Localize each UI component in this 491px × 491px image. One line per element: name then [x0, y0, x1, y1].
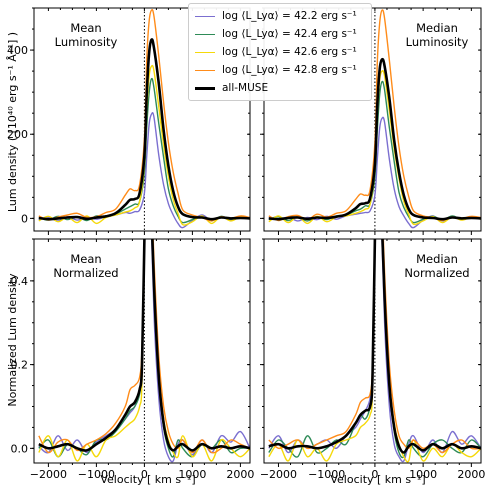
panel-annotation: Luminosity	[55, 35, 118, 49]
series-line-42.6	[38, 64, 250, 226]
legend-entry: all-MUSE	[195, 80, 268, 96]
legend-swatch	[195, 33, 215, 35]
panel-annotation: Luminosity	[406, 35, 469, 49]
panel-annotation: Median	[416, 21, 458, 35]
legend: log ⟨L_Lyα⟩ = 42.2 erg s⁻¹ log ⟨L_Lyα⟩ =…	[188, 3, 372, 101]
legend-label: log ⟨L_Lyα⟩ = 42.2 erg s⁻¹	[222, 10, 357, 22]
panel-frame	[263, 238, 482, 464]
series-line-all-MUSE	[38, 239, 250, 452]
series-line-42.6	[268, 239, 481, 463]
legend-swatch	[195, 51, 215, 53]
legend-entry: log ⟨L_Lyα⟩ = 42.8 erg s⁻¹	[195, 62, 357, 78]
legend-label: log ⟨L_Lyα⟩ = 42.4 erg s⁻¹	[222, 28, 357, 40]
x-tick-label: −2000	[30, 468, 67, 481]
panel-frame	[33, 7, 251, 232]
legend-label: log ⟨L_Lyα⟩ = 42.8 erg s⁻¹	[222, 64, 357, 76]
series-line-42.8	[38, 239, 250, 454]
panels: 0200400MeanLuminosityMedianLuminosity−20…	[7, 7, 485, 481]
series-line-all-MUSE	[268, 239, 481, 454]
y-tick-label: 0.0	[11, 442, 29, 455]
x-axis-label-right: Velocity [ km s⁻¹]	[330, 473, 425, 486]
panel-frame	[33, 238, 251, 464]
panel-annotation: Mean	[70, 21, 101, 35]
legend-swatch	[195, 69, 215, 71]
x-axis-label-left: Velocity [ km s⁻¹]	[100, 473, 195, 486]
legend-swatch	[195, 86, 215, 90]
legend-swatch	[195, 15, 215, 17]
x-tick-label: 2000	[457, 468, 485, 481]
legend-label: log ⟨L_Lyα⟩ = 42.6 erg s⁻¹	[222, 46, 357, 58]
panel: −2000 −1000 0 1000 2000 0.0 0.2 0.4 MeanNormaliz…	[11, 238, 254, 481]
x-tick-label: 1000	[409, 468, 437, 481]
plot-area	[268, 239, 481, 463]
panel-annotation: Normalized	[404, 266, 469, 280]
series-line-all-MUSE	[38, 38, 250, 221]
y-tick-label: 200	[7, 128, 28, 141]
panel-annotation: Normalized	[53, 266, 118, 280]
plot-area	[38, 239, 250, 463]
y-tick-label: 0.2	[11, 359, 29, 372]
plot-area	[268, 8, 481, 231]
plot-area	[38, 8, 250, 231]
y-tick-label: 400	[7, 44, 28, 57]
legend-entry: log ⟨L_Lyα⟩ = 42.2 erg s⁻¹	[195, 8, 357, 24]
legend-entry: log ⟨L_Lyα⟩ = 42.4 erg s⁻¹	[195, 26, 357, 42]
panel-annotation: Median	[416, 252, 458, 266]
y-axis-label-bottom: Normalized Lum density	[6, 273, 19, 407]
x-tick-label: 2000	[226, 468, 254, 481]
legend-label: all-MUSE	[222, 82, 269, 94]
series-line-all-MUSE	[268, 57, 481, 221]
x-tick-label: 0	[141, 468, 148, 481]
x-tick-label: −1000	[308, 468, 345, 481]
y-axis-label-top: Lum density ( [10⁴⁰ erg s⁻¹ Å⁻¹] )	[6, 32, 19, 212]
panel-annotation: Mean	[70, 252, 101, 266]
panel-frame	[263, 7, 482, 232]
legend-entry: log ⟨L_Lyα⟩ = 42.6 erg s⁻¹	[195, 44, 357, 60]
x-tick-label: −2000	[260, 468, 297, 481]
y-tick-label: 0.4	[11, 275, 29, 288]
x-tick-label: 0	[371, 468, 378, 481]
x-tick-label: −1000	[78, 468, 115, 481]
y-tick-label: 0	[21, 212, 28, 225]
x-tick-label: 1000	[178, 468, 206, 481]
